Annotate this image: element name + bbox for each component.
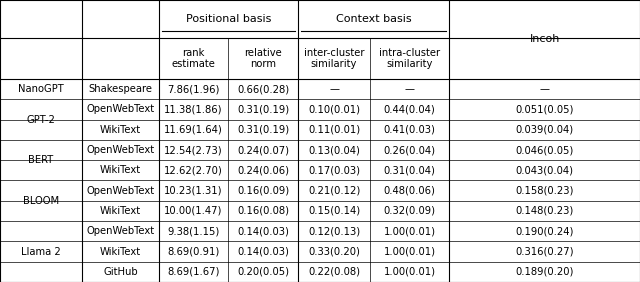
Text: 0.10(0.01): 0.10(0.01) (308, 104, 360, 114)
Text: 0.316(0.27): 0.316(0.27) (515, 246, 574, 257)
Text: OpenWebText: OpenWebText (86, 145, 154, 155)
Text: relative
norm: relative norm (244, 48, 282, 69)
Text: 11.38(1.86): 11.38(1.86) (164, 104, 223, 114)
Text: OpenWebText: OpenWebText (86, 104, 154, 114)
Text: 0.31(0.19): 0.31(0.19) (237, 104, 289, 114)
Text: WikiText: WikiText (100, 206, 141, 216)
Text: 0.046(0.05): 0.046(0.05) (515, 145, 574, 155)
Text: WikiText: WikiText (100, 165, 141, 175)
Text: 9.38(1.15): 9.38(1.15) (167, 226, 220, 236)
Text: 0.24(0.07): 0.24(0.07) (237, 145, 289, 155)
Text: 8.69(0.91): 8.69(0.91) (167, 246, 220, 257)
Text: 1.00(0.01): 1.00(0.01) (383, 267, 436, 277)
Text: 11.69(1.64): 11.69(1.64) (164, 125, 223, 135)
Text: 0.12(0.13): 0.12(0.13) (308, 226, 360, 236)
Text: OpenWebText: OpenWebText (86, 186, 154, 196)
Text: —: — (329, 84, 339, 94)
Text: 0.48(0.06): 0.48(0.06) (383, 186, 436, 196)
Text: GPT-2: GPT-2 (26, 114, 56, 125)
Text: 8.69(1.67): 8.69(1.67) (167, 267, 220, 277)
Text: 12.54(2.73): 12.54(2.73) (164, 145, 223, 155)
Text: 0.22(0.08): 0.22(0.08) (308, 267, 360, 277)
Text: 0.189(0.20): 0.189(0.20) (515, 267, 574, 277)
Text: WikiText: WikiText (100, 246, 141, 257)
Text: 0.13(0.04): 0.13(0.04) (308, 145, 360, 155)
Text: —: — (540, 84, 550, 94)
Text: 0.16(0.08): 0.16(0.08) (237, 206, 289, 216)
Text: 12.62(2.70): 12.62(2.70) (164, 165, 223, 175)
Text: inter-cluster
similarity: inter-cluster similarity (304, 48, 364, 69)
Text: 0.41(0.03): 0.41(0.03) (383, 125, 436, 135)
Text: 1.00(0.01): 1.00(0.01) (383, 246, 436, 257)
Text: 0.31(0.19): 0.31(0.19) (237, 125, 289, 135)
Text: 7.86(1.96): 7.86(1.96) (167, 84, 220, 94)
Text: OpenWebText: OpenWebText (86, 226, 154, 236)
Text: 0.16(0.09): 0.16(0.09) (237, 186, 289, 196)
Text: Shakespeare: Shakespeare (88, 84, 152, 94)
Text: 0.190(0.24): 0.190(0.24) (515, 226, 574, 236)
Text: intra-cluster
similarity: intra-cluster similarity (379, 48, 440, 69)
Text: rank
estimate: rank estimate (172, 48, 215, 69)
Text: —: — (404, 84, 415, 94)
Text: 0.33(0.20): 0.33(0.20) (308, 246, 360, 257)
Text: Context basis: Context basis (336, 14, 412, 24)
Text: GitHub: GitHub (103, 267, 138, 277)
Text: WikiText: WikiText (100, 125, 141, 135)
Text: 0.11(0.01): 0.11(0.01) (308, 125, 360, 135)
Text: 0.26(0.04): 0.26(0.04) (383, 145, 436, 155)
Text: 0.14(0.03): 0.14(0.03) (237, 226, 289, 236)
Text: 0.24(0.06): 0.24(0.06) (237, 165, 289, 175)
Text: 0.158(0.23): 0.158(0.23) (515, 186, 574, 196)
Text: BERT: BERT (28, 155, 54, 165)
Text: 0.32(0.09): 0.32(0.09) (383, 206, 436, 216)
Text: 0.15(0.14): 0.15(0.14) (308, 206, 360, 216)
Text: 10.00(1.47): 10.00(1.47) (164, 206, 223, 216)
Text: 0.043(0.04): 0.043(0.04) (516, 165, 573, 175)
Text: Incoh: Incoh (529, 34, 560, 45)
Text: 0.31(0.04): 0.31(0.04) (383, 165, 436, 175)
Text: 1.00(0.01): 1.00(0.01) (383, 226, 436, 236)
Text: BLOOM: BLOOM (23, 196, 59, 206)
Text: Positional basis: Positional basis (186, 14, 271, 24)
Text: 0.148(0.23): 0.148(0.23) (515, 206, 574, 216)
Text: 0.44(0.04): 0.44(0.04) (384, 104, 435, 114)
Text: 0.20(0.05): 0.20(0.05) (237, 267, 289, 277)
Text: 0.051(0.05): 0.051(0.05) (515, 104, 574, 114)
Text: NanoGPT: NanoGPT (18, 84, 64, 94)
Text: 10.23(1.31): 10.23(1.31) (164, 186, 223, 196)
Text: 0.66(0.28): 0.66(0.28) (237, 84, 289, 94)
Text: 0.14(0.03): 0.14(0.03) (237, 246, 289, 257)
Text: 0.17(0.03): 0.17(0.03) (308, 165, 360, 175)
Text: 0.039(0.04): 0.039(0.04) (516, 125, 573, 135)
Text: Llama 2: Llama 2 (21, 246, 61, 257)
Text: 0.21(0.12): 0.21(0.12) (308, 186, 360, 196)
